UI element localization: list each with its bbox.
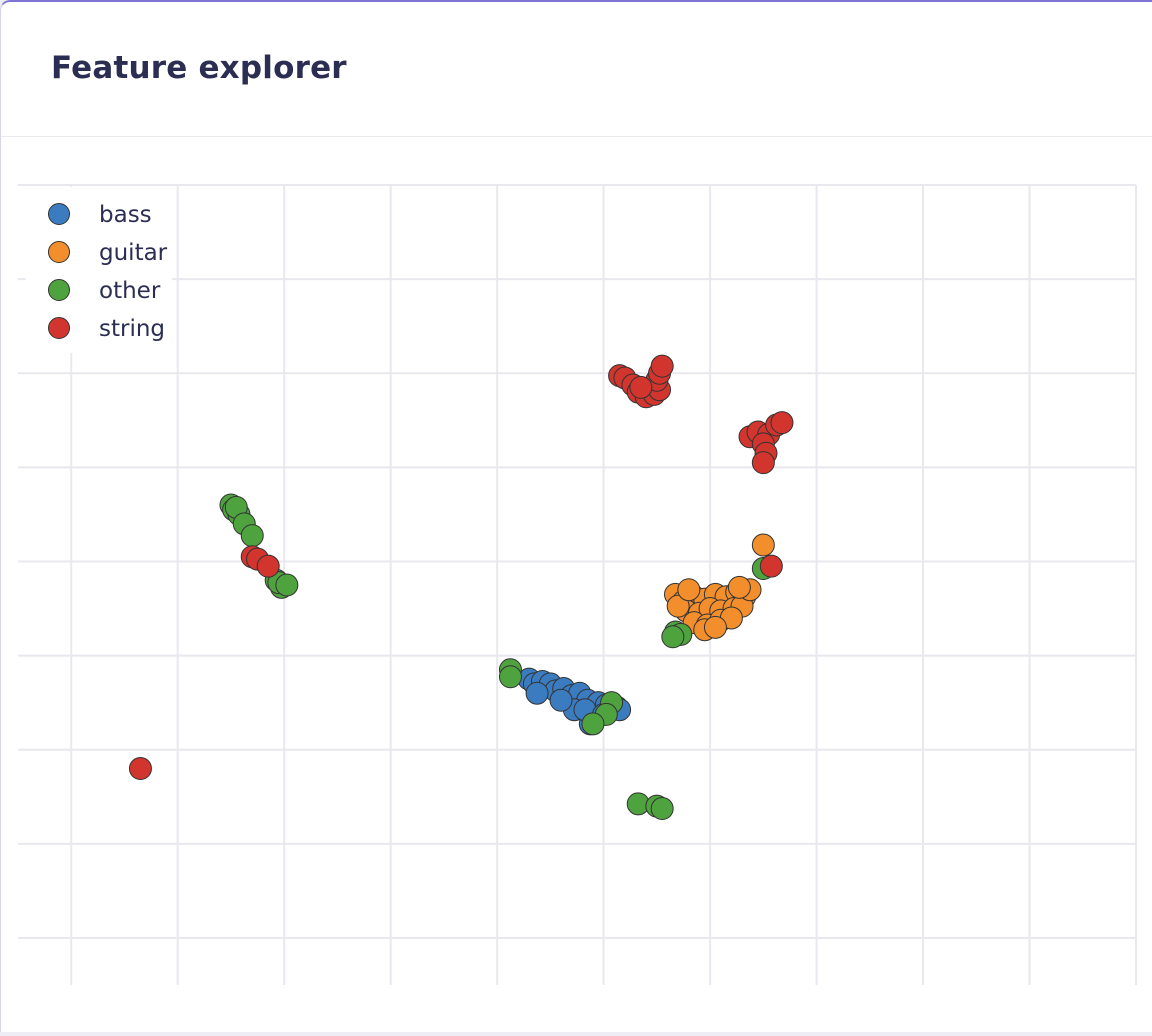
- legend-marker: [48, 203, 70, 225]
- legend-marker: [48, 241, 70, 263]
- page-title: Feature explorer: [51, 50, 347, 86]
- data-point-other[interactable]: [240, 524, 264, 548]
- data-point-other[interactable]: [275, 573, 299, 597]
- data-point-string[interactable]: [751, 451, 775, 475]
- legend[interactable]: bass guitar other string: [26, 187, 172, 353]
- card-header: Feature explorer: [1, 2, 1152, 137]
- data-point-other[interactable]: [498, 665, 522, 689]
- legend-item-bass[interactable]: bass: [48, 202, 152, 228]
- scatter-plot[interactable]: bass guitar other string: [0, 135, 1152, 1036]
- legend-item-other[interactable]: other: [48, 278, 161, 304]
- grid-lines: [18, 184, 1137, 985]
- plot-area[interactable]: bass guitar other string: [0, 135, 1152, 1036]
- legend-marker: [48, 279, 70, 301]
- legend-label: guitar: [99, 240, 168, 266]
- data-point-string[interactable]: [128, 757, 152, 781]
- legend-item-guitar[interactable]: guitar: [48, 240, 168, 266]
- data-point-guitar[interactable]: [751, 533, 775, 557]
- data-point-string[interactable]: [256, 554, 280, 578]
- data-point-guitar[interactable]: [703, 615, 727, 639]
- legend-label: other: [99, 278, 161, 304]
- data-point-guitar[interactable]: [666, 594, 690, 618]
- legend-item-string[interactable]: string: [48, 316, 166, 342]
- data-point-guitar[interactable]: [727, 575, 751, 599]
- legend-label: bass: [99, 202, 152, 228]
- legend-marker: [48, 317, 70, 339]
- data-point-other[interactable]: [581, 712, 605, 736]
- data-point-string[interactable]: [759, 554, 783, 578]
- data-points: [128, 354, 794, 821]
- data-point-string[interactable]: [629, 375, 653, 399]
- data-point-bass[interactable]: [549, 688, 573, 712]
- legend-label: string: [99, 316, 165, 342]
- data-point-string[interactable]: [770, 411, 794, 435]
- data-point-guitar[interactable]: [677, 578, 701, 602]
- data-point-bass[interactable]: [525, 681, 549, 705]
- data-point-other[interactable]: [650, 797, 674, 821]
- data-point-string[interactable]: [650, 354, 674, 378]
- data-point-other[interactable]: [661, 625, 685, 649]
